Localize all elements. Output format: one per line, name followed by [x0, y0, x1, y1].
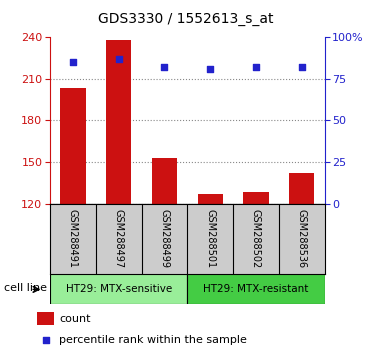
Bar	[106, 40, 131, 204]
Bar	[152, 158, 177, 204]
Text: GSM288499: GSM288499	[160, 209, 170, 268]
Point	[303, 230, 309, 235]
Text: GSM288497: GSM288497	[114, 209, 124, 268]
Point	[116, 56, 122, 62]
Point	[299, 64, 305, 70]
Bar	[198, 194, 223, 204]
Text: HT29: MTX-resistant: HT29: MTX-resistant	[203, 284, 309, 295]
Text: cell line: cell line	[4, 282, 47, 293]
Bar	[187, 274, 325, 304]
Point	[253, 64, 259, 70]
Text: GSM288501: GSM288501	[205, 209, 215, 268]
Point	[207, 66, 213, 72]
Point	[70, 59, 76, 65]
Text: HT29: MTX-sensitive: HT29: MTX-sensitive	[66, 284, 172, 295]
Text: percentile rank within the sample: percentile rank within the sample	[59, 335, 247, 345]
Bar	[50, 274, 187, 304]
Text: GSM288536: GSM288536	[297, 209, 307, 268]
Text: count: count	[59, 314, 91, 324]
Text: GSM288491: GSM288491	[68, 209, 78, 268]
Bar	[60, 88, 86, 204]
Text: GSM288502: GSM288502	[251, 209, 261, 268]
Bar	[37, 312, 53, 325]
Bar	[243, 193, 269, 204]
Point	[161, 64, 167, 70]
Bar	[289, 173, 314, 204]
Text: GDS3330 / 1552613_s_at: GDS3330 / 1552613_s_at	[98, 12, 273, 27]
